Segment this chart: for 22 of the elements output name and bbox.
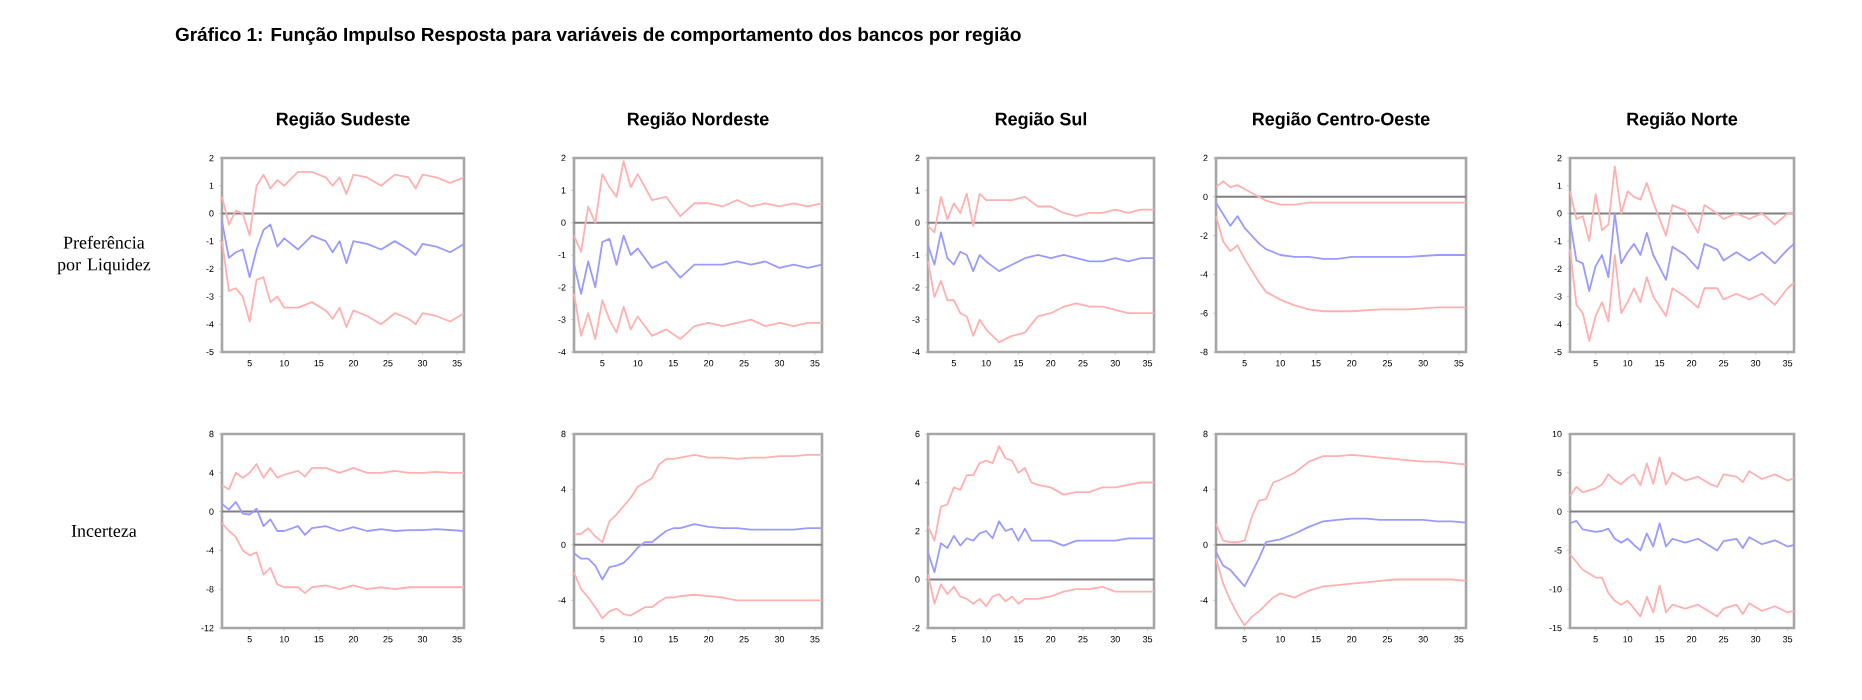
line-series	[221, 170, 465, 237]
line-series	[1569, 520, 1795, 552]
text: Gráfico 1: Função Impulso Resposta para variáveis de comportamento dos bancos por região	[175, 27, 1021, 45]
line-series	[1569, 248, 1795, 342]
y-axis-title: Preferência por Liquidez	[57, 235, 151, 275]
chart-title: Região Sul	[995, 112, 1087, 130]
line-series	[221, 463, 465, 491]
line-series	[927, 445, 1155, 542]
chart-title: Região Centro-Oeste	[1253, 112, 1430, 130]
line-series	[1569, 165, 1795, 243]
line-series	[573, 292, 823, 340]
line-series	[221, 240, 465, 328]
line-series	[927, 231, 1155, 273]
chart-title: Região Sudeste	[276, 112, 410, 130]
line-series	[1215, 453, 1467, 543]
line-series	[1569, 456, 1795, 497]
line-series	[1569, 212, 1795, 292]
line-series	[221, 220, 465, 279]
line-series	[573, 160, 823, 253]
y-axis-title: Incerteza	[71, 525, 137, 537]
chart-title: Região Nordeste	[627, 112, 769, 130]
chart-title: Região Norte	[1627, 112, 1738, 130]
